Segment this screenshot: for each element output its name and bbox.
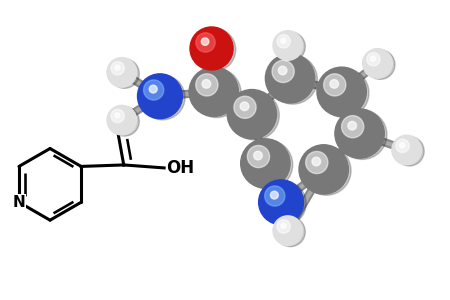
Ellipse shape — [240, 102, 249, 111]
Ellipse shape — [230, 91, 279, 140]
Ellipse shape — [312, 157, 320, 166]
Ellipse shape — [140, 75, 185, 120]
Ellipse shape — [234, 96, 256, 118]
Ellipse shape — [342, 116, 364, 138]
Ellipse shape — [190, 27, 233, 70]
Ellipse shape — [277, 220, 290, 233]
Ellipse shape — [107, 105, 137, 135]
Ellipse shape — [241, 139, 290, 188]
Ellipse shape — [111, 109, 124, 123]
Ellipse shape — [395, 136, 424, 166]
Ellipse shape — [335, 109, 384, 158]
Text: O: O — [111, 115, 126, 133]
Ellipse shape — [270, 191, 278, 199]
Ellipse shape — [202, 80, 211, 88]
Ellipse shape — [243, 140, 293, 189]
Ellipse shape — [317, 67, 366, 116]
Ellipse shape — [330, 80, 338, 88]
Ellipse shape — [279, 66, 287, 75]
Ellipse shape — [281, 38, 286, 43]
Ellipse shape — [320, 68, 369, 118]
Ellipse shape — [107, 58, 137, 87]
Ellipse shape — [277, 35, 290, 48]
Ellipse shape — [110, 59, 140, 88]
Ellipse shape — [227, 89, 277, 139]
Ellipse shape — [306, 152, 328, 174]
Ellipse shape — [273, 31, 302, 60]
Ellipse shape — [138, 74, 182, 118]
Ellipse shape — [363, 49, 392, 78]
Ellipse shape — [338, 110, 387, 159]
Ellipse shape — [111, 61, 124, 75]
Ellipse shape — [192, 68, 241, 118]
Ellipse shape — [392, 135, 422, 165]
Ellipse shape — [201, 38, 209, 45]
Ellipse shape — [196, 74, 218, 96]
Ellipse shape — [266, 54, 315, 103]
Text: N: N — [13, 195, 25, 210]
Ellipse shape — [115, 113, 120, 118]
Ellipse shape — [273, 216, 302, 245]
Ellipse shape — [400, 143, 405, 148]
Ellipse shape — [149, 85, 157, 93]
Ellipse shape — [272, 60, 294, 82]
Ellipse shape — [276, 217, 305, 247]
Ellipse shape — [365, 50, 395, 80]
Ellipse shape — [115, 65, 120, 70]
Ellipse shape — [396, 139, 409, 152]
Ellipse shape — [261, 181, 306, 226]
Text: OH: OH — [166, 159, 194, 177]
Ellipse shape — [248, 146, 270, 168]
Ellipse shape — [196, 33, 215, 52]
Ellipse shape — [367, 52, 380, 66]
Ellipse shape — [302, 146, 351, 195]
Ellipse shape — [370, 56, 376, 61]
Ellipse shape — [254, 151, 262, 160]
Ellipse shape — [268, 55, 317, 104]
Ellipse shape — [281, 223, 286, 229]
Ellipse shape — [348, 122, 356, 130]
Ellipse shape — [110, 106, 140, 136]
Ellipse shape — [189, 67, 239, 116]
Ellipse shape — [259, 180, 303, 225]
Ellipse shape — [265, 186, 285, 206]
Ellipse shape — [324, 74, 346, 96]
Ellipse shape — [193, 28, 236, 71]
Ellipse shape — [276, 32, 305, 62]
Ellipse shape — [299, 145, 348, 194]
Ellipse shape — [144, 80, 164, 100]
